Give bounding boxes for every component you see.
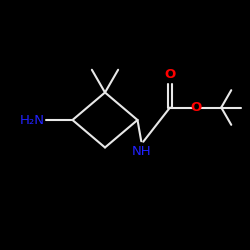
Text: O: O xyxy=(164,68,175,81)
Text: NH: NH xyxy=(132,145,151,158)
Text: H₂N: H₂N xyxy=(19,114,44,126)
Text: O: O xyxy=(191,101,202,114)
